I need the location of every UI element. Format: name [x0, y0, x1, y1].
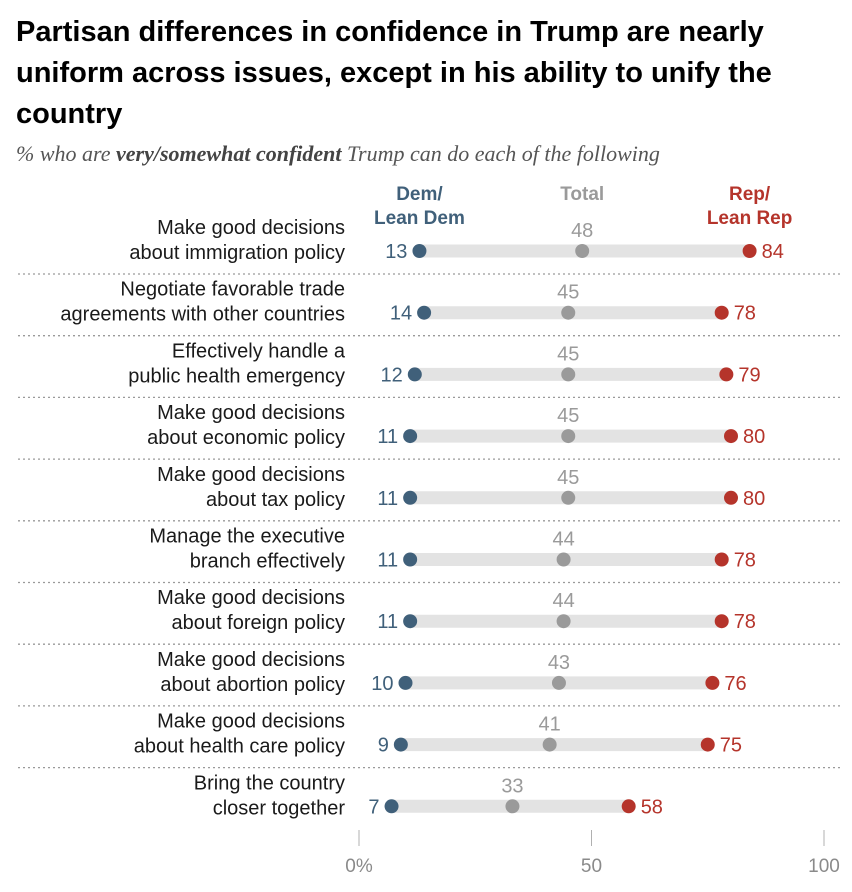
value-label-rep: 76 [724, 673, 746, 695]
dot-rep [724, 429, 738, 444]
row-label: about foreign policy [172, 612, 345, 634]
legend-label-total: Total [560, 184, 604, 205]
value-label-dem: 13 [385, 241, 407, 263]
legend-label-dem: Lean Dem [374, 208, 465, 229]
dot-total [551, 675, 566, 690]
value-label-total: 33 [501, 775, 523, 797]
value-label-dem: 11 [377, 550, 398, 572]
dot-rep [714, 305, 729, 320]
dot-rep [714, 614, 729, 629]
dot-dem [403, 490, 418, 505]
value-label-rep: 80 [743, 426, 765, 448]
legend-label-rep: Rep/ [729, 184, 771, 205]
value-label-dem: 11 [377, 488, 398, 510]
value-label-total: 45 [557, 405, 579, 427]
dot-dem [384, 799, 399, 814]
subtitle-prefix: % who are [16, 141, 117, 166]
x-tick-label: 0% [345, 856, 373, 877]
row-label: agreements with other countries [60, 304, 345, 326]
dot-dem [412, 244, 427, 258]
x-tick-label: 100 [808, 856, 840, 877]
row-label: about economic policy [147, 427, 345, 449]
dot-total [505, 799, 520, 814]
dot-dem [403, 429, 418, 444]
value-label-total: 44 [552, 529, 574, 551]
dot-dem [403, 614, 418, 629]
value-label-total: 44 [552, 590, 574, 612]
value-label-rep: 84 [762, 241, 784, 263]
dot-dem [417, 305, 432, 320]
dot-total [561, 490, 576, 505]
dot-total [575, 244, 590, 258]
dot-total [561, 305, 576, 320]
row-label: Effectively handle a [172, 340, 346, 362]
chart-subtitle: % who are very/somewhat confident Trump … [16, 141, 846, 167]
value-label-dem: 14 [390, 303, 412, 325]
row-label: Negotiate favorable trade [120, 279, 345, 301]
legend-label-rep: Lean Rep [707, 208, 793, 229]
value-label-rep: 78 [734, 303, 756, 325]
dot-total [556, 552, 571, 567]
value-label-dem: 9 [378, 735, 389, 757]
dot-total [556, 614, 571, 629]
row-label: Make good decisions [157, 464, 345, 486]
value-label-dem: 11 [377, 426, 398, 448]
chart-title: Partisan differences in confidence in Tr… [16, 16, 772, 130]
row-label: Make good decisions [157, 402, 345, 424]
subtitle-suffix: Trump can do each of the following [341, 141, 660, 166]
dot-dem [407, 367, 422, 382]
legend-label-dem: Dem/ [396, 184, 443, 205]
value-label-rep: 79 [738, 364, 760, 386]
value-label-dem: 10 [371, 673, 393, 695]
dot-dem [393, 737, 408, 752]
x-tick-label: 50 [581, 856, 602, 877]
value-label-rep: 78 [734, 611, 756, 633]
value-label-dem: 11 [377, 611, 398, 633]
dot-dem [403, 552, 418, 567]
row-label: Bring the country [194, 772, 345, 794]
dot-rep [742, 244, 757, 258]
row-label: Make good decisions [157, 711, 345, 733]
dot-total [542, 737, 557, 752]
row-label: branch effectively [190, 551, 345, 573]
value-label-total: 45 [557, 343, 579, 365]
value-label-rep: 80 [743, 488, 765, 510]
row-label: public health emergency [128, 365, 345, 387]
dot-dem [398, 675, 413, 690]
row-label: Make good decisions [157, 587, 345, 609]
row-label: about immigration policy [129, 242, 345, 264]
value-label-total: 41 [539, 714, 561, 736]
dot-total [561, 429, 576, 444]
value-label-rep: 78 [734, 550, 756, 572]
row-label: Manage the executive [149, 526, 345, 548]
subtitle-emphasis: very/somewhat confident [116, 141, 342, 166]
value-label-total: 45 [557, 282, 579, 304]
row-label: about health care policy [134, 736, 345, 758]
row-label: about tax policy [206, 489, 345, 511]
dot-rep [621, 799, 636, 814]
value-label-dem: 12 [381, 364, 403, 386]
value-label-total: 48 [571, 220, 593, 242]
dot-rep [719, 367, 734, 382]
dot-rep [714, 552, 729, 567]
value-label-total: 45 [557, 467, 579, 489]
dot-rep [724, 490, 738, 505]
value-label-rep: 58 [641, 796, 663, 818]
dot-rep [705, 675, 720, 690]
row-label: Make good decisions [157, 649, 345, 671]
dot-total [561, 367, 576, 382]
value-label-dem: 7 [368, 796, 379, 818]
row-label: closer together [213, 797, 346, 819]
row-label: Make good decisions [157, 217, 345, 239]
dot-rep [700, 737, 715, 752]
value-label-total: 43 [548, 652, 570, 674]
value-label-rep: 75 [720, 735, 742, 757]
row-label: about abortion policy [160, 674, 345, 696]
